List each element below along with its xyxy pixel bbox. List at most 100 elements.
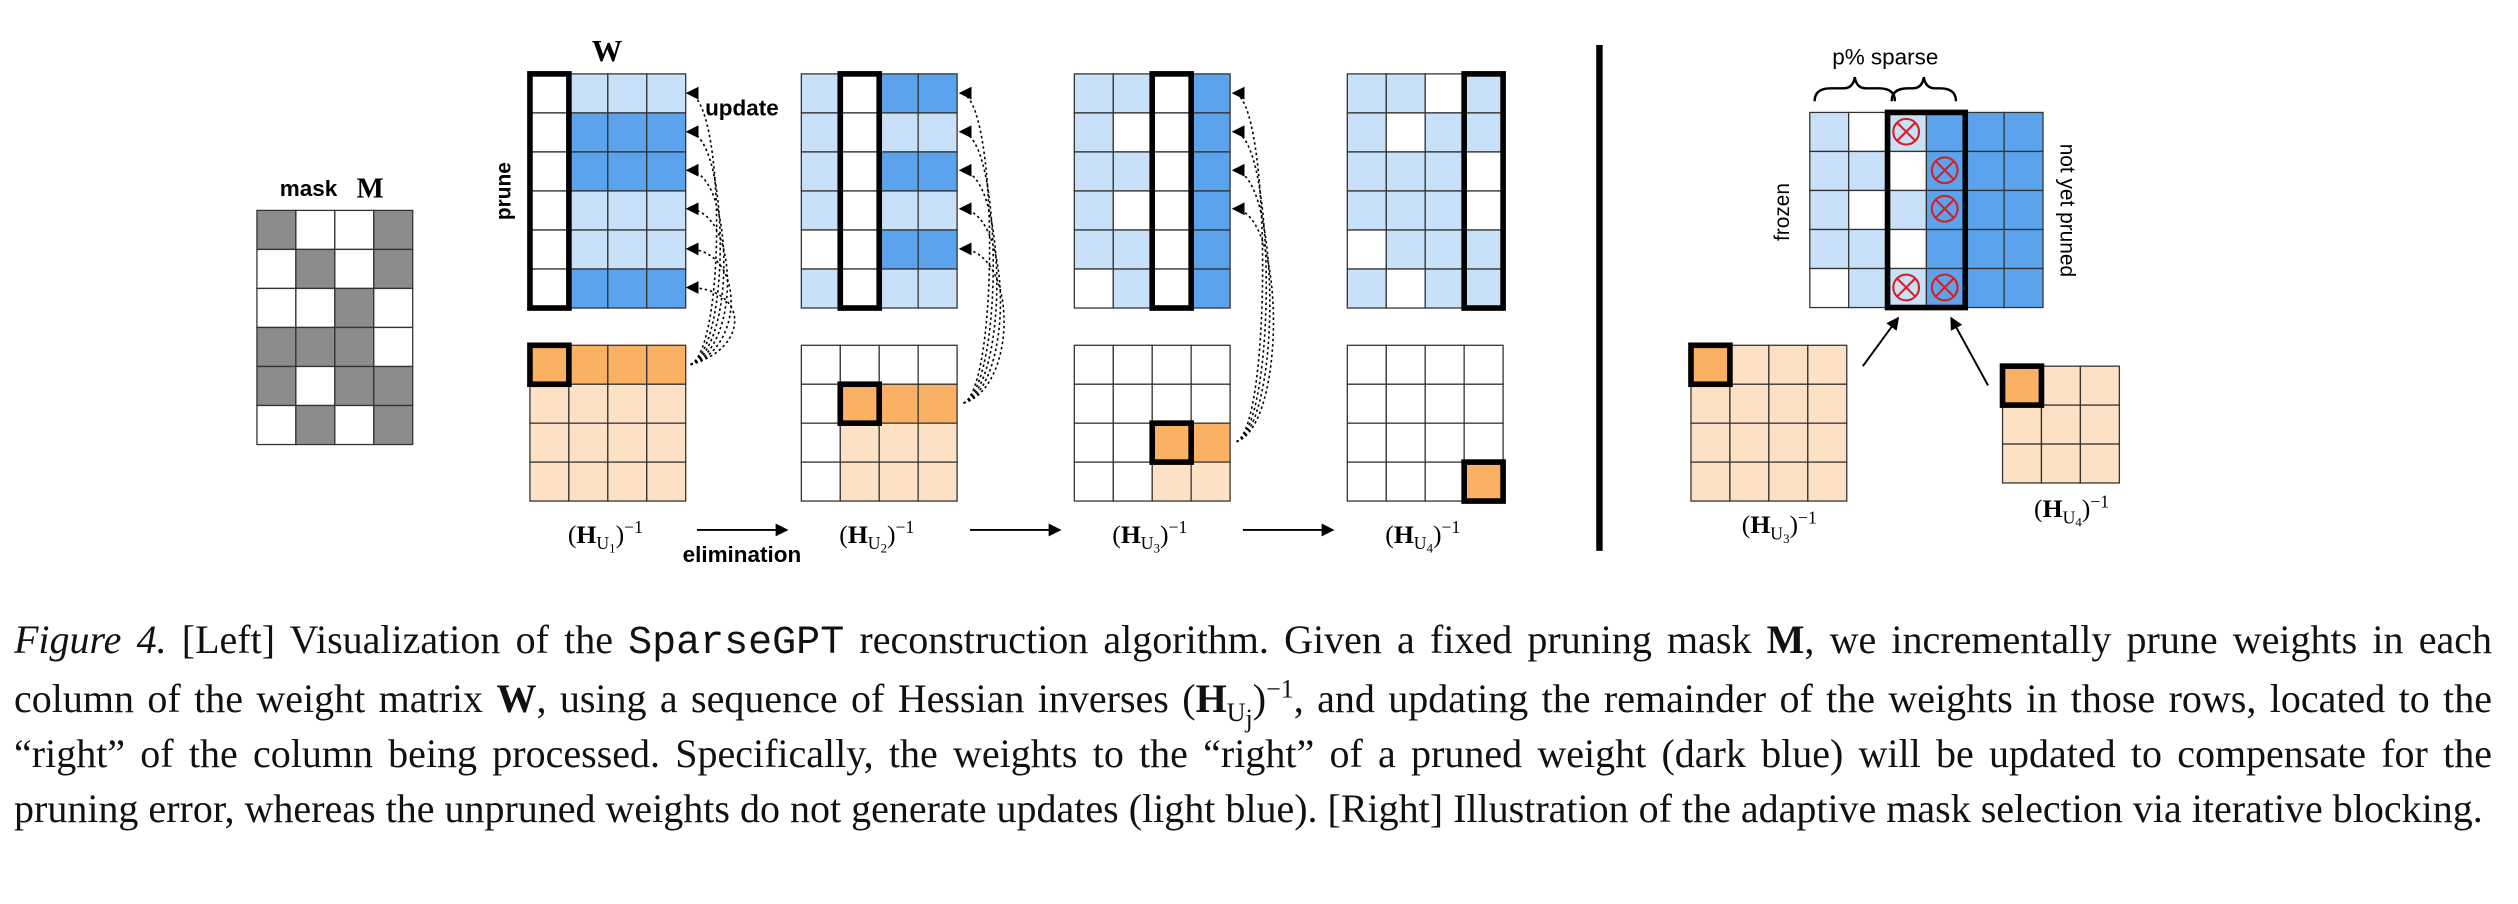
cell xyxy=(334,404,375,446)
grids xyxy=(256,71,2120,504)
divider xyxy=(1596,44,1603,551)
math-exponent: −1 xyxy=(1266,674,1294,704)
highlight xyxy=(1149,71,1194,311)
figure: mask M W prune update elimination p% spa… xyxy=(256,34,2120,567)
symbol: H xyxy=(2043,494,2063,523)
caption-text: [Left] Visualization of the xyxy=(166,617,629,662)
update-arrow xyxy=(958,202,1002,404)
cell xyxy=(334,287,375,329)
cell xyxy=(1385,383,1426,424)
update-arrow xyxy=(685,242,732,366)
cell xyxy=(800,422,841,463)
cell xyxy=(1690,422,1731,463)
cell xyxy=(1463,268,1504,309)
cell xyxy=(1463,73,1504,114)
cell xyxy=(1346,344,1387,385)
cell xyxy=(646,344,687,385)
symbol: H xyxy=(848,520,868,549)
cell xyxy=(1463,461,1504,502)
cell xyxy=(917,268,958,309)
cell xyxy=(607,73,648,114)
update-arrow xyxy=(958,125,995,404)
symbol: H xyxy=(1750,510,1770,539)
cell xyxy=(1886,150,1928,192)
cell xyxy=(568,268,609,309)
cell xyxy=(568,344,609,385)
cell xyxy=(917,383,958,424)
cell xyxy=(1424,422,1465,463)
cell xyxy=(1848,189,1889,231)
cell xyxy=(800,190,841,231)
cell xyxy=(1807,461,1848,502)
cell xyxy=(1346,268,1387,309)
close: ) xyxy=(1160,520,1169,549)
cell xyxy=(1190,112,1231,153)
cell xyxy=(878,112,919,153)
update-arrow xyxy=(685,281,736,366)
subscript: U xyxy=(1414,533,1427,553)
cell xyxy=(2079,365,2120,406)
subscript: U xyxy=(1770,524,1783,544)
pruned-mark xyxy=(1935,199,1955,219)
math-open: ( xyxy=(1182,676,1196,721)
close: ) xyxy=(887,520,896,549)
cell xyxy=(646,422,687,463)
symbol: H xyxy=(1394,520,1414,549)
cell xyxy=(1424,190,1465,231)
cell xyxy=(2001,443,2043,484)
cell xyxy=(373,248,414,290)
pruned-mark xyxy=(1896,277,1916,298)
cell xyxy=(373,209,414,251)
cell xyxy=(607,344,648,385)
cell xyxy=(1964,111,2005,153)
caption-math: (HUj)−1 xyxy=(1182,674,1294,732)
cell xyxy=(529,73,570,114)
cell xyxy=(800,151,841,192)
cell xyxy=(607,422,648,463)
cell xyxy=(1190,344,1231,385)
arrow xyxy=(1950,316,1989,386)
cell xyxy=(646,383,687,424)
cell xyxy=(2079,443,2120,484)
cell xyxy=(568,422,609,463)
caption-symbol: M xyxy=(1766,617,1805,662)
update-arrow xyxy=(958,163,998,404)
cell xyxy=(529,422,570,463)
cell xyxy=(1463,344,1504,385)
cell xyxy=(1925,111,1966,153)
caption-symbol: W xyxy=(496,676,537,721)
cell xyxy=(1424,229,1465,270)
cell xyxy=(373,287,414,329)
exponent: −1 xyxy=(896,517,915,537)
cell xyxy=(1964,267,2005,309)
cell xyxy=(1073,112,1114,153)
update-arrow xyxy=(1231,86,1264,443)
cell xyxy=(334,248,375,290)
cell xyxy=(1807,344,1848,385)
cell xyxy=(1112,461,1153,502)
cell xyxy=(607,268,648,309)
frozen-label: frozen xyxy=(1771,183,1794,241)
cell xyxy=(1925,228,1966,270)
cell xyxy=(2001,365,2043,406)
hessian-label: (HU4)−1 xyxy=(1385,517,1460,555)
highlight xyxy=(1999,363,2045,408)
cell xyxy=(1809,228,1850,270)
close: ) xyxy=(616,520,625,549)
cell xyxy=(839,383,880,424)
cell xyxy=(1346,73,1387,114)
cell xyxy=(2003,228,2044,270)
cell xyxy=(1424,268,1465,309)
cell xyxy=(839,229,880,270)
cell xyxy=(1073,229,1114,270)
update-arrow xyxy=(1231,202,1275,443)
cell xyxy=(373,326,414,368)
cell xyxy=(568,229,609,270)
cell xyxy=(1073,73,1114,114)
cell xyxy=(878,73,919,114)
update-label: update xyxy=(705,96,779,121)
highlight xyxy=(1884,109,1969,311)
hessian-labels: (HU1)−1 (HU2)−1 (HU3)−1 (HU4)−1 (HU3)−1 (HU4)… xyxy=(568,491,2109,555)
cell xyxy=(1768,383,1809,424)
cell xyxy=(1073,268,1114,309)
